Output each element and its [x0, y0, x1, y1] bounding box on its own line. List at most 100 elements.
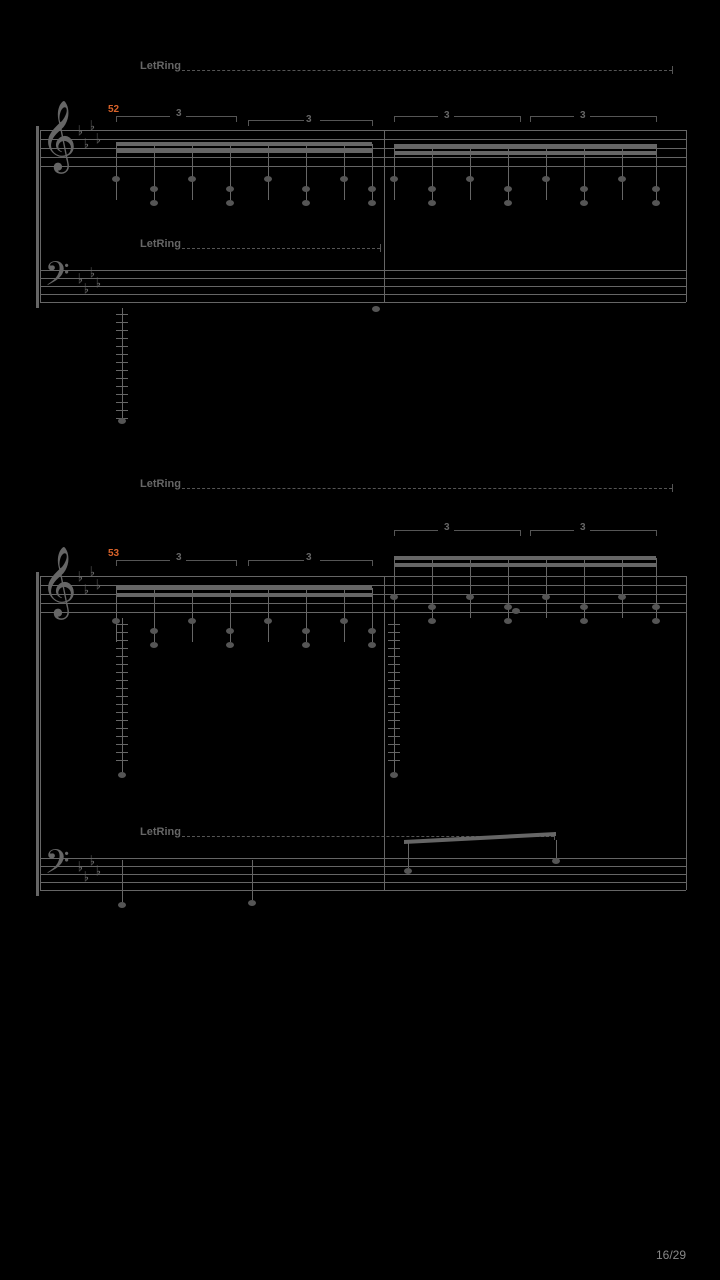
let-ring-cap	[380, 244, 381, 252]
notehead	[340, 176, 348, 182]
stem	[622, 144, 623, 200]
barline	[686, 576, 687, 890]
key-sig-flat: ♭	[96, 272, 101, 288]
notehead	[118, 418, 126, 424]
tuplet-bracket	[454, 116, 520, 117]
notehead	[580, 186, 588, 192]
notehead	[150, 186, 158, 192]
tuplet-bracket	[320, 120, 372, 121]
key-sig-flat: ♭	[84, 866, 89, 882]
let-ring-cap	[672, 66, 673, 74]
tuplet-bracket	[530, 530, 574, 531]
let-ring-dash	[182, 70, 672, 71]
notehead	[504, 186, 512, 192]
beam	[394, 151, 656, 155]
tuplet-bracket	[530, 116, 574, 117]
key-sig-flat: ♭	[96, 574, 101, 590]
notehead	[302, 186, 310, 192]
notehead	[504, 200, 512, 206]
notehead	[302, 628, 310, 634]
stem	[268, 588, 269, 642]
notehead	[372, 306, 380, 312]
stem	[394, 558, 395, 618]
tuplet-bracket	[394, 116, 438, 117]
notehead	[428, 604, 436, 610]
stem	[116, 588, 117, 642]
notehead	[226, 186, 234, 192]
beam	[394, 144, 656, 148]
notehead	[118, 902, 126, 908]
notehead	[150, 628, 158, 634]
notehead	[368, 200, 376, 206]
let-ring-cap	[672, 484, 673, 492]
tuplet-bracket	[656, 116, 657, 122]
notehead	[618, 594, 626, 600]
key-sig-flat: ♭	[84, 278, 89, 294]
key-sig-flat: ♭	[96, 860, 101, 876]
stem	[268, 144, 269, 200]
tuplet-bracket	[454, 530, 520, 531]
barline	[384, 576, 385, 890]
notehead	[226, 628, 234, 634]
notehead	[542, 176, 550, 182]
key-sig-flat: ♭	[78, 120, 83, 136]
key-sig-flat: ♭	[78, 856, 83, 872]
key-sig-flat: ♭	[84, 579, 89, 595]
let-ring-dash	[182, 248, 380, 249]
notehead	[302, 642, 310, 648]
notehead	[466, 594, 474, 600]
tuplet-bracket	[394, 530, 438, 531]
tuplet-bracket	[590, 116, 656, 117]
notehead	[428, 200, 436, 206]
tuplet-bracket	[394, 116, 395, 122]
stem	[252, 860, 253, 900]
stem	[192, 588, 193, 642]
tuplet-bracket	[116, 116, 170, 117]
notehead	[580, 200, 588, 206]
let-ring-label: LetRing	[140, 478, 181, 490]
tuplet-number: 3	[580, 110, 586, 121]
notehead	[340, 618, 348, 624]
tuplet-bracket	[236, 116, 237, 122]
notehead	[150, 642, 158, 648]
tuplet-bracket	[520, 530, 521, 536]
notehead	[512, 608, 520, 614]
notehead	[264, 176, 272, 182]
measure-number: 53	[108, 548, 119, 559]
notehead	[428, 618, 436, 624]
tuplet-bracket	[116, 560, 170, 561]
notehead	[580, 604, 588, 610]
page-number: 16/29	[656, 1248, 686, 1262]
tuplet-number: 3	[306, 114, 312, 125]
stem	[122, 308, 123, 418]
notehead	[504, 618, 512, 624]
tuplet-number: 3	[444, 522, 450, 533]
notehead	[618, 176, 626, 182]
tuplet-bracket	[590, 530, 656, 531]
tuplet-bracket	[248, 560, 249, 566]
notehead	[652, 200, 660, 206]
bass-clef-icon: 𝄢	[46, 846, 70, 876]
tuplet-bracket	[116, 116, 117, 122]
key-sig-flat: ♭	[90, 262, 95, 278]
stem	[192, 144, 193, 200]
notehead	[652, 618, 660, 624]
tuplet-bracket	[394, 530, 395, 536]
tuplet-bracket	[320, 560, 372, 561]
stem	[546, 144, 547, 200]
key-sig-flat: ♭	[78, 268, 83, 284]
notehead	[580, 618, 588, 624]
notehead	[368, 628, 376, 634]
stem	[556, 840, 557, 858]
beam	[404, 832, 556, 844]
treble-clef-icon: 𝄞	[46, 562, 76, 604]
tuplet-number: 3	[176, 552, 182, 563]
notehead	[652, 186, 660, 192]
tuplet-bracket	[372, 120, 373, 126]
stem	[622, 558, 623, 618]
notehead	[302, 200, 310, 206]
bass-staff	[40, 270, 686, 302]
stem	[344, 144, 345, 200]
stem	[122, 618, 123, 772]
beam	[394, 563, 656, 567]
